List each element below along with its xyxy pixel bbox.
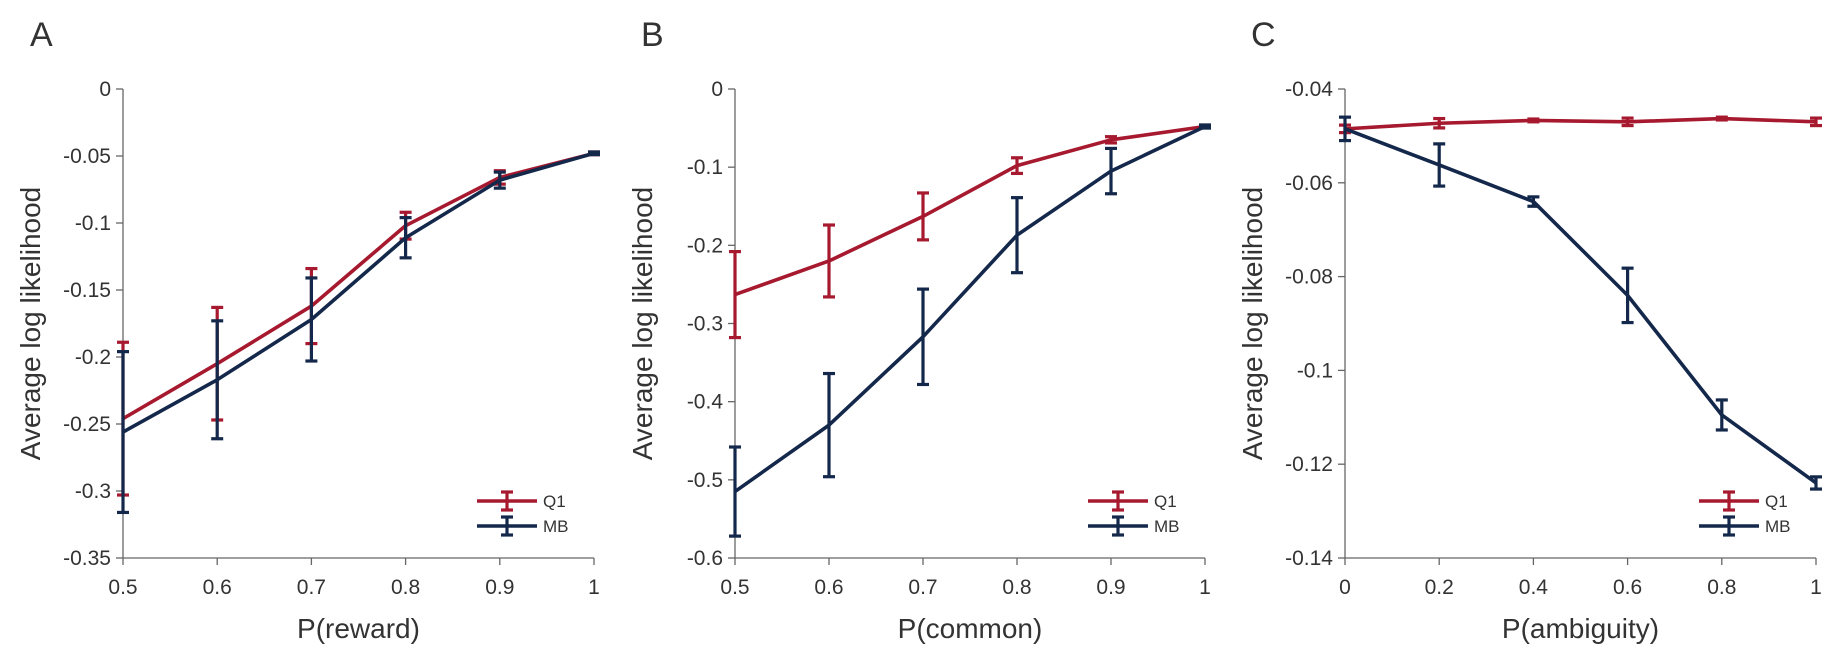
x-tick-label: 0.8 [1707,576,1736,599]
x-tick-label: 0.4 [1519,576,1549,599]
panel-b: B 0 -0.1 -0.2 -0.3 -0.4 -0.5 -0.6 0.5 0.6 0.7 0.8 0.… [627,16,1211,644]
series-line-q1 [1344,116,1817,131]
x-tick-label: 1 [1199,576,1211,599]
y-tick-label: -0.15 [63,279,111,302]
x-tick-label: 0.9 [485,576,514,599]
series-mb [1339,115,1822,491]
legend-label: Q1 [1765,492,1788,511]
y-tick-label: -0.5 [687,469,723,492]
x-tick-label: 0.8 [391,576,420,599]
x-tick-label: 1 [1810,576,1822,599]
x-axis-label: P(common) [898,613,1043,644]
legend-label: MB [543,517,569,536]
y-tick-label: -0.14 [1285,547,1333,570]
y-tick-label: -0.4 [687,391,724,414]
series-mb [117,150,600,515]
series-line-mb [733,124,1206,494]
series-q1 [117,150,600,497]
x-axis-label: P(ambiguity) [1502,613,1659,644]
legend: Q1 MB [1088,490,1180,537]
y-tick-label: -0.2 [687,234,723,257]
y-tick-label: -0.6 [687,547,723,570]
series-q1 [729,124,1211,340]
x-tick-label: 0.7 [908,576,937,599]
series-line-q1 [734,124,1206,297]
x-tick-label: 1 [588,576,600,599]
y-tick-label: -0.1 [75,212,111,235]
legend-item-mb: MB [1699,515,1791,537]
x-tick-label: 0.8 [1002,576,1031,599]
y-tick-label: -0.3 [687,313,723,336]
series-mb [729,123,1211,538]
legend-label: Q1 [543,492,566,511]
y-tick-label: -0.06 [1285,172,1333,195]
y-tick-label: -0.04 [1285,78,1333,101]
y-tick-label: -0.2 [75,346,111,369]
x-axis-label: P(reward) [297,613,420,644]
panel-c: C -0.04 -0.06 -0.08 -0.1 -0.12 -0.14 0 0.2 0.4 0.6… [1237,16,1822,644]
legend-item-q1: Q1 [1699,490,1788,512]
legend-label: Q1 [1154,492,1177,511]
legend: Q1 MB [1699,490,1791,537]
panel-label: B [641,16,664,54]
y-tick-label: -0.05 [63,145,111,168]
legend-item-q1: Q1 [477,490,566,512]
y-tick-label: -0.1 [1297,359,1333,382]
x-tick-label: 0.9 [1096,576,1125,599]
y-tick-label: -0.35 [63,547,111,570]
y-tick-label: -0.08 [1285,266,1333,289]
legend-label: MB [1765,517,1791,536]
y-axis-label: Average log likelihood [1237,187,1268,460]
x-tick-label: 0.6 [1613,576,1642,599]
y-tick-label: -0.3 [75,480,111,503]
legend-label: MB [1154,517,1180,536]
series-q1 [1339,115,1822,135]
y-tick-label: -0.25 [63,413,111,436]
legend-item-q1: Q1 [1088,490,1177,512]
panel-label: C [1251,16,1276,54]
x-tick-label: 0.6 [814,576,843,599]
y-axis-label: Average log likelihood [15,187,46,460]
x-tick-label: 0.5 [720,576,749,599]
x-tick-label: 0.5 [108,576,137,599]
panel-a: A 0 -0.05 -0.1 -0.15 -0.2 -0.25 -0.3 -0.35 0.5 0.6… [15,16,600,644]
series-line-q1 [122,151,595,421]
x-tick-label: 0.2 [1425,576,1454,599]
legend: Q1 MB [477,490,569,537]
series-line-mb [1344,127,1818,485]
x-tick-label: 0.7 [297,576,326,599]
y-tick-label: 0 [99,78,111,101]
x-tick-label: 0.6 [203,576,232,599]
panel-label: A [30,16,53,54]
series-line-mb [122,151,595,434]
y-tick-label: -0.1 [687,156,723,179]
y-tick-label: -0.12 [1285,453,1333,476]
x-tick-label: 0 [1339,576,1351,599]
legend-item-mb: MB [1088,515,1180,537]
legend-item-mb: MB [477,515,569,537]
y-tick-label: 0 [711,78,723,101]
y-axis-label: Average log likelihood [627,187,658,460]
